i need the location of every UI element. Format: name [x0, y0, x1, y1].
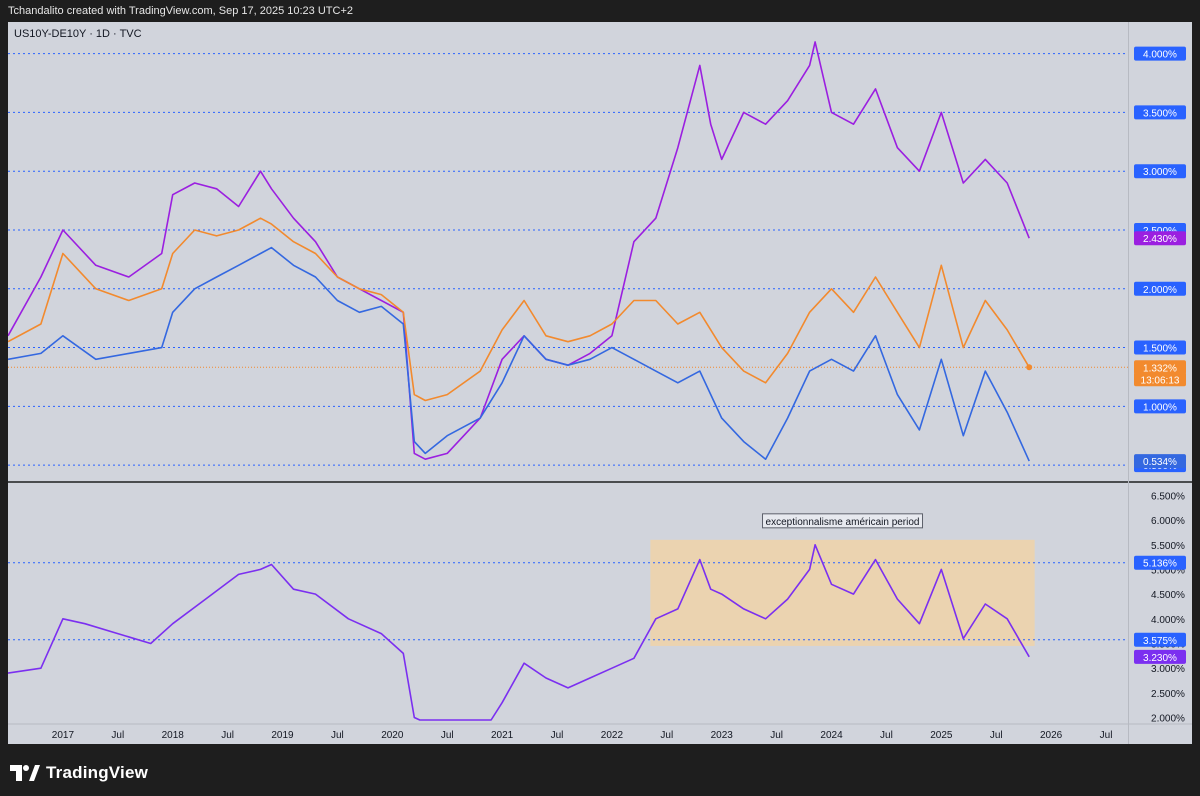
price-axis-label-bg — [1134, 281, 1186, 296]
highlight-region — [650, 539, 1035, 646]
price-axis-label-bg — [1134, 399, 1186, 414]
current-price-label-bg — [1134, 454, 1186, 469]
price-axis-label-bg — [1134, 105, 1186, 120]
time-axis-tick: Jul — [111, 730, 124, 741]
current-price-label: 0.534% — [1143, 457, 1177, 468]
time-axis-tick: 2022 — [601, 730, 624, 741]
time-axis-tick: 2025 — [930, 730, 953, 741]
chart-canvas[interactable]: 4.000% 3.500% 3.000% 2.500% 2.000% 1.500% 1.00… — [8, 22, 1192, 744]
price-axis-tick: 5.500% — [1151, 541, 1185, 552]
time-axis-tick: 2019 — [271, 730, 294, 741]
price-label: 3.230% — [1143, 653, 1177, 664]
time-axis-tick: Jul — [660, 730, 673, 741]
chart-title: US10Y-DE10Y · 1D · TVC — [14, 28, 142, 40]
time-axis-tick: Jul — [331, 730, 344, 741]
tradingview-logo-icon — [10, 765, 40, 781]
time-axis-tick: 2021 — [491, 730, 514, 741]
time-axis-tick: Jul — [441, 730, 454, 741]
current-price-label: 2.430% — [1143, 234, 1177, 245]
current-price-label: 13:06:13 — [1141, 375, 1180, 386]
price-axis-tick: 6.000% — [1151, 516, 1185, 527]
current-price-label-bg — [1134, 231, 1186, 246]
series-line — [8, 543, 1030, 721]
price-axis-tick: 4.000% — [1143, 50, 1177, 61]
attribution-text: Tchandalito created with TradingView.com… — [8, 5, 353, 17]
price-axis-tick: 5.000% — [1151, 565, 1185, 576]
tradingview-logo[interactable]: TradingView — [10, 760, 190, 786]
time-axis-tick: Jul — [1100, 730, 1113, 741]
time-axis-tick: Jul — [221, 730, 234, 741]
time-axis-tick: 2024 — [820, 730, 843, 741]
price-axis-tick: 4.000% — [1151, 615, 1185, 626]
price-label-bg — [1134, 632, 1186, 647]
series-line — [8, 246, 1030, 462]
price-axis-tick: 2.000% — [1151, 714, 1185, 725]
series-line — [8, 41, 1030, 461]
price-axis-tick: 6.500% — [1151, 491, 1185, 502]
time-axis-tick: 2020 — [381, 730, 404, 741]
price-axis-tick: 4.500% — [1151, 590, 1185, 601]
region-label: exceptionnalisme américain period — [766, 517, 920, 528]
time-axis-tick: Jul — [770, 730, 783, 741]
footer: TradingView — [0, 750, 1200, 796]
last-price-marker — [1026, 364, 1033, 371]
price-axis-tick: 2.000% — [1143, 285, 1177, 296]
chart-area[interactable]: 4.000% 3.500% 3.000% 2.500% 2.000% 1.500% 1.00… — [8, 22, 1192, 744]
price-label: 5.136% — [1143, 559, 1177, 570]
tradingview-brand-text: TradingView — [46, 763, 149, 782]
chart-attribution-header: Tchandalito created with TradingView.com… — [0, 0, 1200, 22]
price-axis-tick: 1.000% — [1143, 402, 1177, 413]
price-axis-label-bg — [1134, 164, 1186, 179]
price-label: 3.575% — [1143, 636, 1177, 647]
price-axis-tick: 3.000% — [1151, 664, 1185, 675]
price-axis-label-bg — [1134, 340, 1186, 355]
time-axis-tick: 2023 — [711, 730, 734, 741]
time-axis-tick: Jul — [880, 730, 893, 741]
time-axis-tick: Jul — [990, 730, 1003, 741]
price-axis-label-bg — [1134, 46, 1186, 61]
current-price-label: 1.332% — [1143, 363, 1177, 374]
series-line — [8, 217, 1030, 402]
region-label-box — [762, 513, 924, 529]
price-label-bg — [1134, 649, 1186, 664]
price-axis-tick: 2.500% — [1151, 689, 1185, 700]
time-axis-tick: 2017 — [52, 730, 75, 741]
price-axis-tick: 3.500% — [1143, 108, 1177, 119]
current-price-label-bg — [1134, 372, 1186, 387]
price-axis-tick: 3.000% — [1143, 167, 1177, 178]
price-label-bg — [1134, 555, 1186, 570]
time-axis-tick: Jul — [551, 730, 564, 741]
time-axis-tick: 2026 — [1040, 730, 1063, 741]
time-axis-tick: 2018 — [162, 730, 185, 741]
price-axis-tick: 1.500% — [1143, 344, 1177, 355]
current-price-label-bg — [1134, 360, 1186, 375]
